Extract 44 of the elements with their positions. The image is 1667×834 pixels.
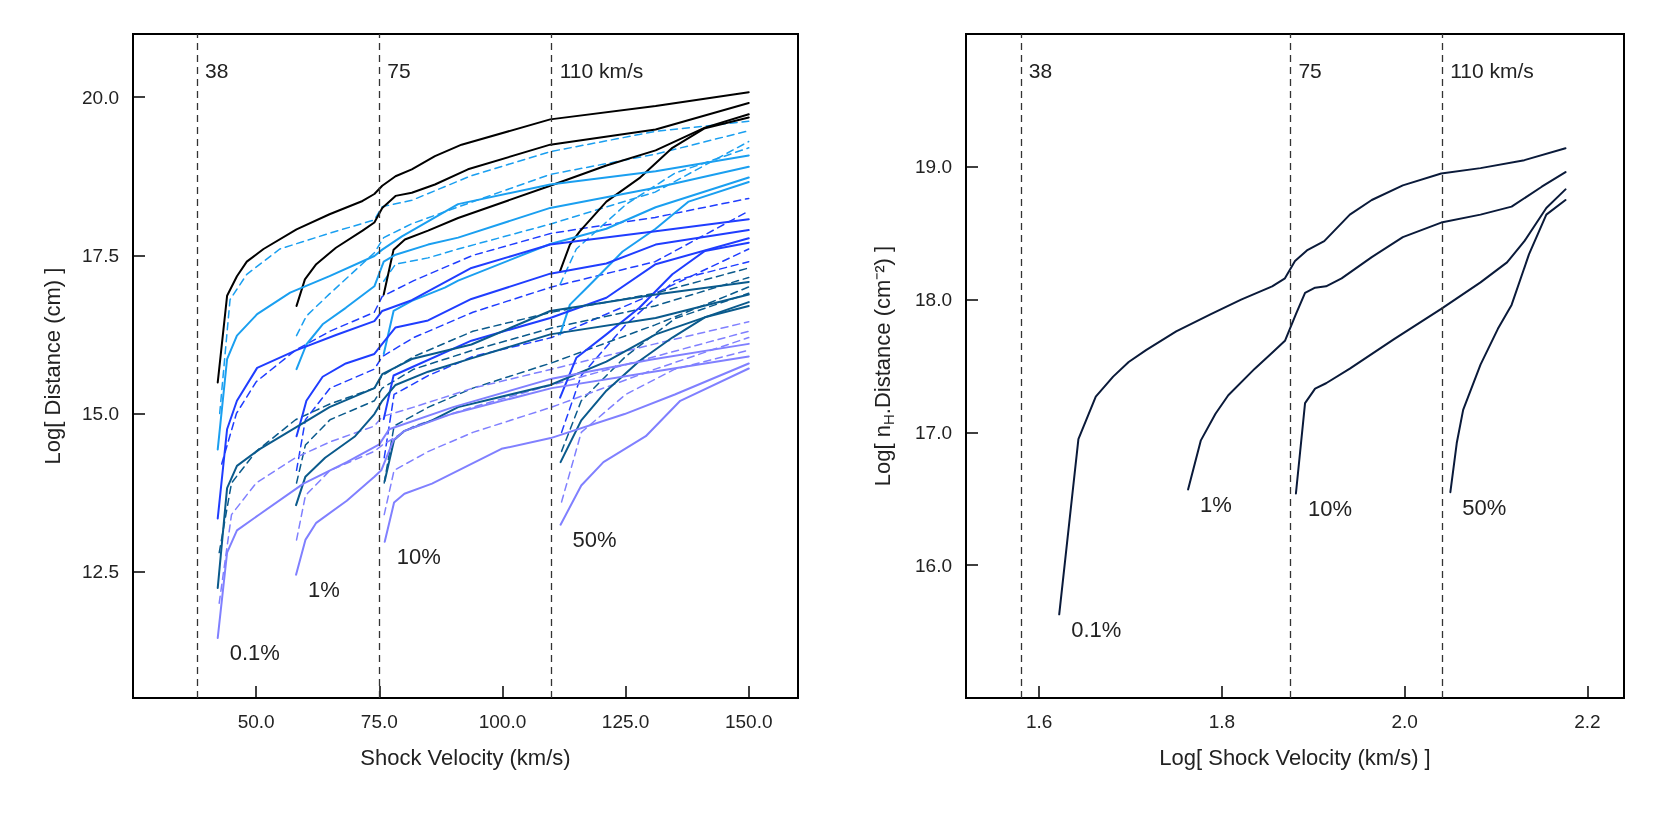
line-series — [216, 91, 750, 384]
y-tick-label: 18.0 — [915, 289, 952, 311]
x-tick-label: 2.0 — [1391, 711, 1418, 732]
line-series — [559, 367, 750, 526]
x-tick-label: 1.6 — [1025, 711, 1053, 732]
line-series — [1449, 199, 1567, 494]
x-tick-label: 75.0 — [360, 711, 398, 732]
annotation: 75 — [1298, 59, 1322, 82]
line-series — [1294, 188, 1567, 495]
x-axis-title: Log[ Shock Velocity (km/s) ] — [1159, 744, 1431, 770]
line-series — [559, 180, 750, 336]
annotation: 1% — [1200, 492, 1232, 517]
annotation: 1% — [308, 577, 340, 603]
annotation: 10% — [1307, 495, 1352, 521]
y-tick-label: 19.0 — [915, 156, 952, 178]
ref-line-label: 75 — [387, 59, 411, 82]
y-tick-label: 17.0 — [915, 421, 952, 443]
x-tick-label: 100.0 — [478, 711, 527, 732]
line-series — [382, 113, 750, 296]
annotation: 50% — [1462, 494, 1507, 520]
ref-line-label: 38 — [205, 59, 229, 82]
annotation: 110 km/s — [1450, 59, 1534, 82]
y-tick-label: 16.0 — [915, 554, 952, 576]
line-series — [295, 101, 750, 307]
x-tick-label: 150.0 — [724, 711, 773, 732]
x-tick-label: 2.2 — [1574, 711, 1601, 732]
ref-line-label: 110 km/s — [559, 59, 644, 82]
y-tick-label: 17.5 — [82, 244, 119, 266]
y-tick-label: 12.5 — [82, 561, 119, 583]
y-tick-label: 15.0 — [82, 402, 119, 424]
annotation: 0.1% — [229, 640, 280, 666]
annotation: 38 — [1028, 59, 1053, 82]
annotation: 50% — [572, 527, 617, 553]
line-series — [1187, 171, 1567, 491]
annotation: 0.1% — [1071, 616, 1122, 642]
x-tick-label: 50.0 — [237, 711, 275, 732]
annotation: 10% — [396, 544, 441, 570]
y-tick-label: 20.0 — [82, 86, 119, 108]
y-axis-title: Log[ nH.Distance (cm⁻²) ] — [870, 245, 897, 487]
x-axis-title: Shock Velocity (km/s) — [360, 744, 571, 770]
y-axis-title: Log[ Distance (cm) ] — [39, 267, 65, 465]
line-series — [1058, 147, 1567, 616]
x-tick-label: 125.0 — [601, 711, 650, 732]
x-tick-label: 1.8 — [1208, 711, 1236, 732]
